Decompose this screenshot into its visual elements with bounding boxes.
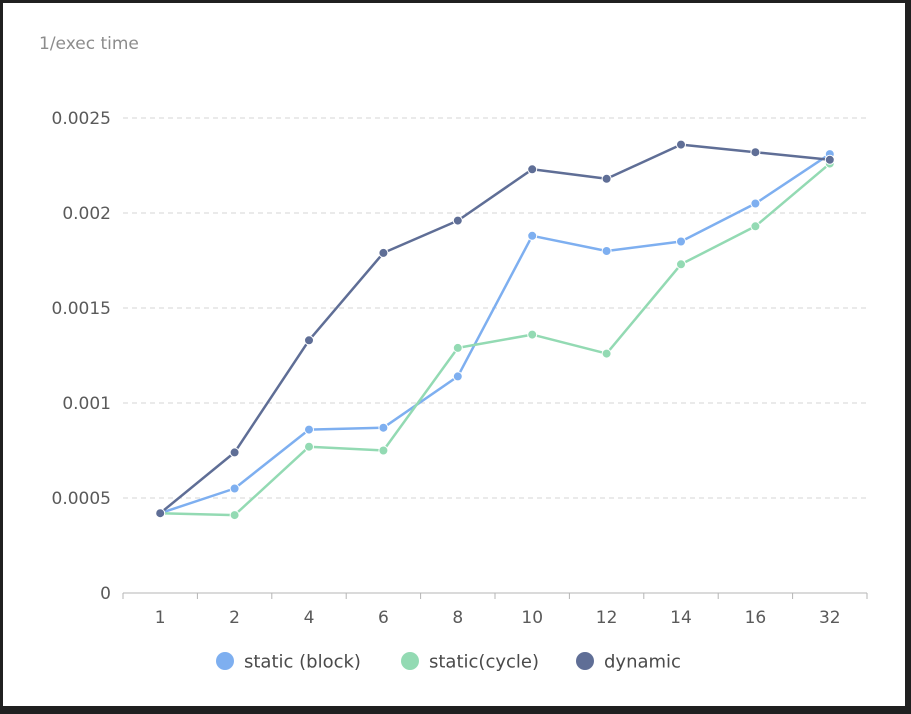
x-tick-label: 6 <box>378 608 389 628</box>
y-tick-labels: 0 0.0005 0.001 0.0015 0.002 0.0025 <box>52 109 111 604</box>
legend-item[interactable]: static (block) <box>216 652 361 673</box>
data-point[interactable] <box>452 215 463 226</box>
data-point[interactable] <box>601 246 612 256</box>
y-tick-label: 0 <box>100 584 111 604</box>
data-point[interactable] <box>676 139 686 150</box>
legend-marker <box>401 652 419 670</box>
data-point[interactable] <box>378 247 389 258</box>
data-point[interactable] <box>527 329 538 340</box>
data-point[interactable] <box>229 510 240 521</box>
x-tick-label: 32 <box>819 608 841 628</box>
data-point[interactable] <box>155 508 166 519</box>
data-point[interactable] <box>304 424 314 435</box>
chart-frame: 1/exec time 0 0.0005 0.001 0.0015 0.002 0.002… <box>3 3 905 706</box>
data-point[interactable] <box>750 221 761 232</box>
x-axis: 1 2 4 6 8 10 12 14 16 32 <box>122 592 868 628</box>
x-tick-label: 8 <box>452 608 463 628</box>
x-tick-label: 10 <box>521 608 543 628</box>
y-axis-label: 1/exec time <box>39 34 139 54</box>
x-tick-label: 4 <box>304 608 315 628</box>
data-point[interactable] <box>378 445 389 456</box>
series-line <box>160 162 831 517</box>
legend: static (block) static(cycle) dynamic <box>216 652 681 673</box>
data-point[interactable] <box>601 348 612 359</box>
x-tick-label: 1 <box>155 608 166 628</box>
data-point[interactable] <box>452 371 463 382</box>
data-point[interactable] <box>824 154 835 165</box>
y-tick-label: 0.0025 <box>52 109 111 129</box>
y-tick-label: 0.0005 <box>52 489 111 509</box>
data-point[interactable] <box>527 230 538 241</box>
series-2 <box>155 139 835 519</box>
legend-item[interactable]: dynamic <box>576 652 681 673</box>
data-point[interactable] <box>601 173 612 184</box>
data-point[interactable] <box>378 422 389 433</box>
y-tick-label: 0.002 <box>62 204 111 224</box>
series-0 <box>155 149 835 519</box>
legend-marker <box>216 652 234 670</box>
legend-label: dynamic <box>604 652 681 673</box>
legend-label: static(cycle) <box>429 652 539 673</box>
data-point[interactable] <box>676 259 686 270</box>
x-tick-label: 14 <box>670 608 692 628</box>
data-point[interactable] <box>527 164 538 175</box>
y-tick-label: 0.001 <box>62 394 111 414</box>
data-point[interactable] <box>452 342 463 353</box>
data-point[interactable] <box>750 147 761 158</box>
data-point[interactable] <box>676 236 686 247</box>
y-tick-label: 0.0015 <box>52 299 111 319</box>
data-point[interactable] <box>229 483 240 494</box>
series-group <box>155 139 835 521</box>
legend-label: static (block) <box>244 652 361 673</box>
x-tick-label: 16 <box>745 608 767 628</box>
data-point[interactable] <box>229 447 240 458</box>
x-tick-label: 12 <box>596 608 618 628</box>
data-point[interactable] <box>304 441 314 452</box>
x-tick-label: 2 <box>229 608 240 628</box>
series-line <box>159 153 831 515</box>
data-point[interactable] <box>750 198 761 209</box>
legend-item[interactable]: static(cycle) <box>401 652 539 673</box>
legend-marker <box>576 652 594 670</box>
line-chart: 1/exec time 0 0.0005 0.001 0.0015 0.002 0.002… <box>39 34 868 673</box>
series-line <box>159 143 830 515</box>
data-point[interactable] <box>304 335 314 346</box>
